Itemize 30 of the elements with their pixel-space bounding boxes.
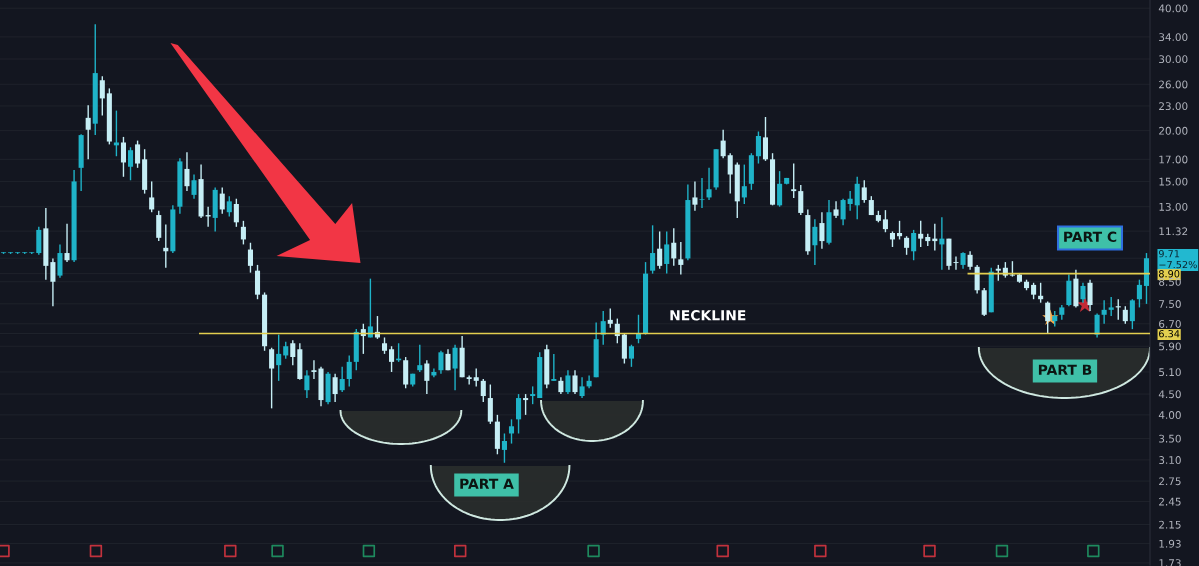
y-tick-label: 11.32 <box>1159 227 1188 236</box>
y-tick-label: 40.00 <box>1158 4 1188 13</box>
annotation: PART A <box>460 478 514 489</box>
annotation: PART C <box>1064 231 1117 243</box>
y-tick-label: 5.10 <box>1159 368 1181 377</box>
y-tick-label: 34.00 <box>1159 33 1188 42</box>
y-tick-label: 3.10 <box>1159 456 1181 464</box>
y-tick-label: 2.75 <box>1159 477 1181 486</box>
y-tick-label: 2.15 <box>1159 520 1181 529</box>
y-tick-label: 1.93 <box>1159 539 1181 548</box>
y-tick-label: 20.00 <box>1159 126 1188 135</box>
y-tick-label: 5.90 <box>1159 342 1181 351</box>
y-tick-label: 26.00 <box>1159 80 1188 89</box>
y-tick-label: 6.34 <box>1159 330 1180 338</box>
y-tick-label: 2.45 <box>1159 497 1181 506</box>
annotation: PART B <box>1038 364 1092 375</box>
y-tick-label: 3.50 <box>1159 434 1181 443</box>
y-tick-label: 7.50 <box>1159 300 1181 308</box>
y-tick-label: 23.00 <box>1159 102 1188 111</box>
y-tick-label: 8.90 <box>1158 270 1180 278</box>
y-tick-label: 17.00 <box>1159 155 1188 164</box>
ref-line-label: NECKLINE <box>670 310 746 321</box>
y-tick-label: 4.50 <box>1158 390 1181 399</box>
y-tick-label: 15.00 <box>1159 177 1188 186</box>
y-tick-label: 8.50 <box>1159 277 1181 286</box>
y-tick-label: 4.00 <box>1158 411 1181 419</box>
y-tick-label: 6.70 <box>1159 320 1181 328</box>
y-tick-label: 13.00 <box>1159 202 1188 211</box>
y-tick-label: 9.71 −7.52% <box>1158 250 1197 269</box>
y-tick-label: 30.00 <box>1159 55 1188 64</box>
